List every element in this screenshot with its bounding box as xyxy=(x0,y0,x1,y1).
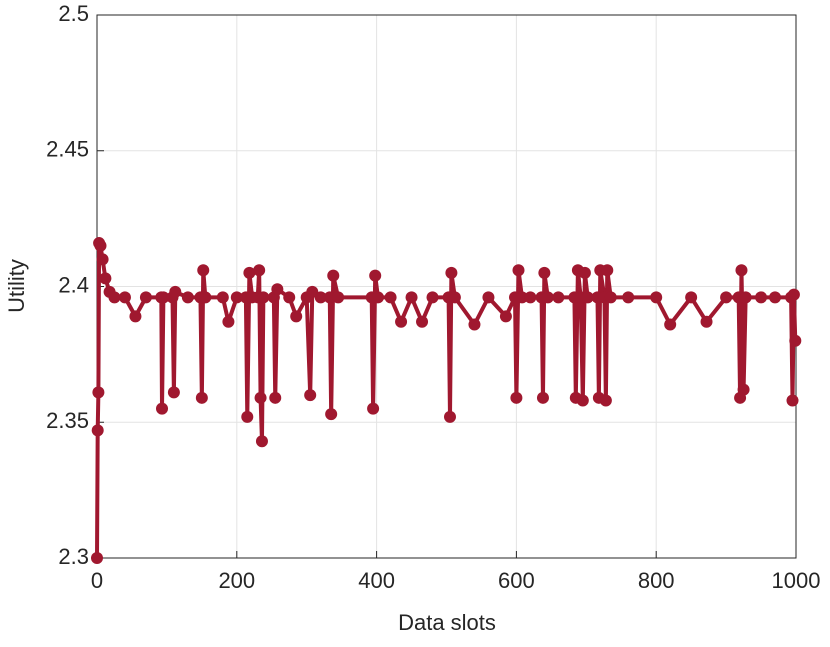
data-point xyxy=(510,391,523,404)
data-point xyxy=(257,291,270,304)
data-point xyxy=(118,291,131,304)
data-point xyxy=(222,315,235,328)
data-point xyxy=(468,318,481,331)
data-point xyxy=(552,291,565,304)
data-point xyxy=(283,291,296,304)
data-point xyxy=(578,266,591,279)
data-point xyxy=(99,272,112,285)
y-axis-label: Utility xyxy=(4,259,29,313)
data-point xyxy=(195,391,208,404)
data-point xyxy=(512,264,525,277)
data-point xyxy=(253,264,266,277)
data-point xyxy=(599,394,612,407)
x-tick-label: 600 xyxy=(498,568,535,593)
data-point xyxy=(323,291,336,304)
data-point xyxy=(604,291,617,304)
data-point xyxy=(327,269,340,282)
data-point xyxy=(325,408,338,421)
data-point xyxy=(789,334,802,347)
data-point xyxy=(622,291,635,304)
data-point xyxy=(91,424,104,437)
data-point xyxy=(664,318,677,331)
data-point xyxy=(576,394,589,407)
y-tick-label: 2.45 xyxy=(46,137,89,162)
data-point xyxy=(538,266,551,279)
data-point xyxy=(243,266,256,279)
data-point xyxy=(384,291,397,304)
data-point xyxy=(241,410,254,423)
data-point xyxy=(290,310,303,323)
x-tick-label: 200 xyxy=(218,568,255,593)
data-point xyxy=(786,394,799,407)
data-point xyxy=(269,391,282,404)
data-point xyxy=(139,291,152,304)
data-point xyxy=(524,291,537,304)
data-point xyxy=(169,285,182,298)
data-point xyxy=(271,283,284,296)
data-point xyxy=(108,291,121,304)
data-point xyxy=(371,291,384,304)
data-point xyxy=(536,391,549,404)
data-point xyxy=(737,383,750,396)
data-point xyxy=(405,291,418,304)
data-point xyxy=(515,291,528,304)
data-point xyxy=(332,291,345,304)
y-tick-label: 2.3 xyxy=(58,544,89,569)
data-point xyxy=(482,291,495,304)
data-point xyxy=(216,291,229,304)
data-point xyxy=(167,386,180,399)
x-axis-label: Data slots xyxy=(398,610,496,635)
data-point xyxy=(181,291,194,304)
data-point xyxy=(367,402,380,415)
data-point xyxy=(230,291,243,304)
data-point xyxy=(304,389,317,402)
data-point xyxy=(650,291,663,304)
y-tick-label: 2.35 xyxy=(46,408,89,433)
x-tick-label: 400 xyxy=(358,568,395,593)
data-point xyxy=(129,310,142,323)
data-point xyxy=(499,310,512,323)
data-point xyxy=(581,291,594,304)
data-point xyxy=(92,386,105,399)
data-point xyxy=(601,264,614,277)
data-point xyxy=(739,291,752,304)
data-point xyxy=(426,291,439,304)
data-point xyxy=(254,391,267,404)
y-tick-label: 2.4 xyxy=(58,272,89,297)
data-point xyxy=(197,264,210,277)
data-point xyxy=(448,291,461,304)
x-tick-label: 1000 xyxy=(772,568,821,593)
data-point xyxy=(314,291,327,304)
data-point xyxy=(685,291,698,304)
data-point xyxy=(443,410,456,423)
data-point xyxy=(91,552,103,564)
y-tick-label: 2.5 xyxy=(58,1,89,26)
x-tick-label: 800 xyxy=(638,568,675,593)
data-point xyxy=(700,315,713,328)
data-point xyxy=(94,239,107,252)
data-point xyxy=(541,291,554,304)
data-point xyxy=(157,291,170,304)
data-point xyxy=(416,315,429,328)
data-point xyxy=(445,266,458,279)
data-point xyxy=(369,269,382,282)
data-point xyxy=(720,291,733,304)
data-point xyxy=(255,435,268,448)
data-point xyxy=(755,291,768,304)
data-point xyxy=(787,288,800,301)
x-tick-label: 0 xyxy=(91,568,103,593)
data-point xyxy=(96,253,109,266)
data-point xyxy=(156,402,169,415)
data-point xyxy=(395,315,408,328)
data-point xyxy=(199,291,212,304)
data-point xyxy=(735,264,748,277)
data-point xyxy=(769,291,782,304)
